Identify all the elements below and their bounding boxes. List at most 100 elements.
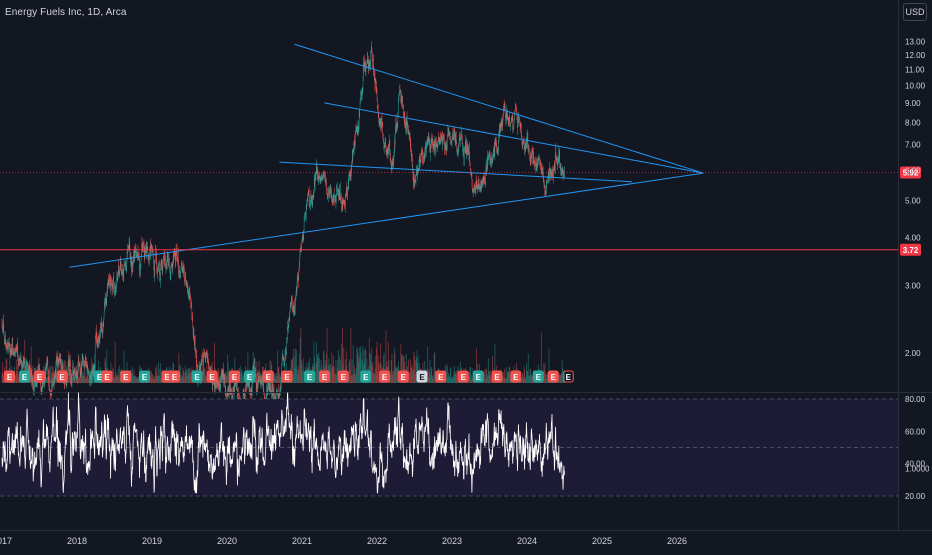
volume-bar bbox=[301, 360, 302, 383]
earnings-marker bbox=[547, 370, 559, 383]
volume-bar bbox=[373, 372, 375, 383]
volume-bar bbox=[48, 370, 50, 383]
volume-bar bbox=[405, 353, 407, 383]
volume-bar bbox=[280, 376, 282, 383]
volume-bar bbox=[377, 355, 379, 383]
price-levels: 5.92 3.72 bbox=[0, 166, 921, 256]
volume-bar bbox=[348, 362, 350, 383]
earnings-marker-label: E bbox=[476, 373, 482, 382]
volume-bar bbox=[189, 368, 190, 383]
volume-bar bbox=[490, 370, 492, 383]
volume-bar bbox=[414, 374, 416, 383]
volume-bar bbox=[350, 328, 352, 383]
volume-bar bbox=[411, 364, 413, 383]
volume-bar bbox=[505, 367, 507, 383]
volume-bar bbox=[123, 350, 125, 383]
earnings-marker bbox=[19, 370, 30, 383]
earnings-marker-label: E bbox=[266, 373, 272, 382]
volume-bar bbox=[396, 368, 398, 383]
volume-bar bbox=[114, 341, 116, 383]
volume-bar bbox=[86, 376, 88, 383]
volume-bar bbox=[181, 377, 183, 383]
rsi-tick-label: 80.00 bbox=[905, 395, 926, 404]
volume-bar bbox=[317, 354, 318, 383]
volume-bar bbox=[318, 352, 320, 383]
volume-bar bbox=[117, 369, 119, 383]
volume-bar bbox=[417, 355, 419, 383]
earnings-marker-label: E bbox=[59, 373, 65, 382]
volume-bar bbox=[187, 368, 189, 383]
volume-bar bbox=[181, 376, 183, 383]
volume-bar bbox=[276, 373, 277, 383]
volume-bar bbox=[160, 378, 162, 383]
volume-bar bbox=[429, 359, 431, 383]
volume-bar bbox=[225, 374, 227, 383]
volume-bar bbox=[540, 332, 542, 383]
x-tick-label: 2017 bbox=[0, 536, 12, 546]
volume-bar bbox=[351, 359, 353, 383]
y-tick-label: 3.00 bbox=[905, 282, 921, 291]
volume-bar bbox=[453, 366, 455, 383]
volume-bar bbox=[543, 370, 545, 383]
volume-bar bbox=[326, 353, 327, 383]
volume-bar bbox=[507, 370, 509, 383]
volume-bar bbox=[136, 376, 138, 383]
volume-bar bbox=[9, 351, 11, 383]
earnings-marker bbox=[34, 370, 45, 383]
volume-bar bbox=[530, 369, 532, 383]
currency-button[interactable]: USD bbox=[903, 3, 927, 21]
volume-bar bbox=[92, 375, 94, 383]
volume-bar bbox=[455, 371, 457, 383]
volume-bar bbox=[15, 373, 17, 383]
earnings-marker-label: E bbox=[322, 373, 328, 382]
volume-bar bbox=[332, 366, 334, 383]
volume-bar bbox=[292, 373, 294, 383]
volume-bar bbox=[503, 377, 505, 383]
volume-bar bbox=[78, 377, 80, 383]
volume-bar bbox=[401, 354, 403, 383]
earnings-marker bbox=[169, 370, 180, 383]
volume-bar bbox=[339, 355, 340, 383]
volume-bar bbox=[203, 370, 205, 383]
volume-bar bbox=[179, 375, 181, 383]
earnings-marker-label: E bbox=[536, 373, 542, 382]
volume-bar bbox=[115, 375, 117, 383]
earnings-marker-label: E bbox=[401, 373, 407, 382]
volume-bar bbox=[81, 369, 83, 383]
volume-bar bbox=[564, 371, 565, 383]
earnings-marker-label: E bbox=[209, 373, 215, 382]
volume-bar bbox=[411, 367, 413, 383]
volume-bar bbox=[431, 375, 433, 383]
volume-bar bbox=[131, 373, 133, 383]
volume-bar bbox=[293, 348, 295, 383]
volume-bar bbox=[453, 370, 455, 383]
volume-bar bbox=[358, 347, 360, 383]
earnings-marker bbox=[319, 370, 330, 383]
volume-bar bbox=[313, 341, 315, 383]
volume-bar bbox=[298, 370, 300, 383]
volume-bar bbox=[277, 350, 279, 383]
volume-bar bbox=[226, 371, 228, 383]
volume-bar bbox=[450, 367, 452, 383]
volume-bar bbox=[86, 365, 88, 383]
earnings-marker-label: E bbox=[419, 373, 425, 382]
volume-bar bbox=[331, 352, 333, 383]
volume-bar bbox=[69, 369, 71, 383]
volume-bar bbox=[351, 375, 352, 383]
volume-bar bbox=[410, 367, 412, 383]
volume-bar bbox=[490, 378, 492, 383]
volume-bar bbox=[117, 377, 118, 383]
volume-bar bbox=[138, 378, 140, 383]
volume-bar bbox=[52, 366, 54, 383]
volume-bar bbox=[428, 369, 430, 383]
volume-bar bbox=[315, 371, 317, 383]
volume-bar bbox=[395, 369, 397, 383]
volume-bar bbox=[217, 368, 219, 383]
volume-bar bbox=[2, 375, 4, 383]
volume-bar bbox=[115, 372, 117, 383]
volume-bar bbox=[46, 377, 48, 383]
volume-bar bbox=[531, 373, 533, 383]
volume-bar bbox=[358, 362, 360, 383]
